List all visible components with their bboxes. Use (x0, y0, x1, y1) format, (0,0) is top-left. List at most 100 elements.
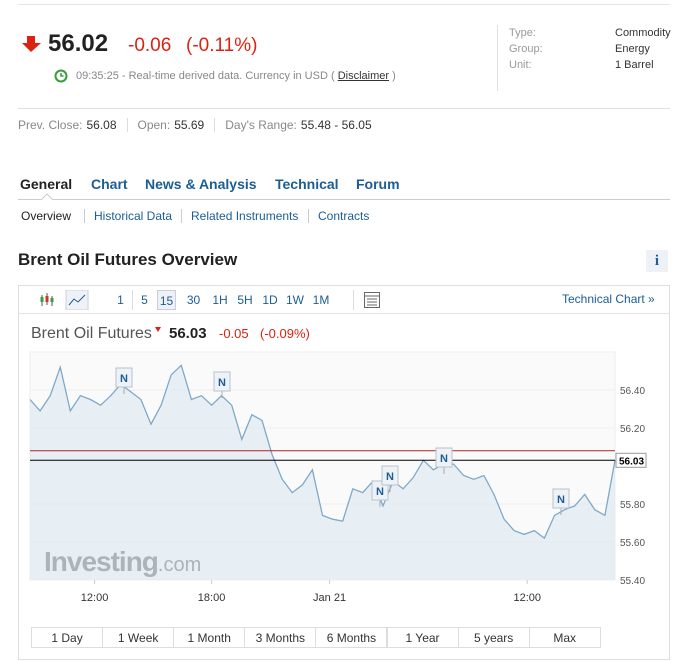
last-price-box (615, 452, 647, 468)
tab[interactable]: News & Analysis (145, 176, 257, 192)
last-price-label: 56.03 (619, 456, 644, 467)
range-button[interactable]: 1 Day (31, 627, 104, 648)
subtab-separator (308, 209, 309, 223)
y-tick-label: 55.40 (620, 576, 645, 587)
subtab-separator (84, 209, 85, 223)
range-button[interactable]: 3 Months (244, 627, 317, 648)
top-rule (18, 4, 670, 5)
range-button[interactable]: 1 Year (386, 627, 459, 648)
price-line (29, 364, 616, 540)
x-tick-label: 12:00 (81, 592, 109, 604)
subtab[interactable]: Overview (21, 209, 72, 223)
section-title: Brent Oil Futures Overview (18, 250, 238, 269)
news-marker-label: N (120, 373, 128, 385)
x-tick-label: Jan 21 (313, 592, 346, 604)
area-fill (30, 365, 615, 580)
realtime-note: 09:35:25 - Real-time derived data. Curre… (76, 70, 396, 82)
change-pct: (-0.11%) (186, 35, 258, 56)
stat: Open: 55.69 (126, 118, 205, 132)
chart-type-icons[interactable] (38, 290, 118, 310)
calendar-icon[interactable] (363, 291, 381, 309)
time: 09:35:25 (76, 70, 119, 82)
news-marker[interactable] (552, 488, 570, 509)
technical-link[interactable]: Technical Chart » (562, 292, 655, 306)
chart-title: Brent Oil Futures (31, 325, 152, 342)
chart-change: -0.05 (219, 326, 249, 341)
tab-pointer (41, 193, 53, 200)
interval[interactable]: 30 (186, 293, 201, 307)
range-button[interactable]: 1 Week (102, 627, 175, 648)
interval[interactable]: 1M (312, 293, 330, 307)
clock-icon (54, 69, 68, 83)
chart-last: 56.03 (169, 325, 207, 342)
range-button[interactable]: 5 years (457, 627, 530, 648)
y-tick-label: 55.80 (620, 500, 645, 511)
change: -0.06 (128, 35, 172, 56)
toolbar-rule (18, 313, 670, 314)
interval[interactable]: 5 (141, 293, 148, 307)
info-value: Commodity (615, 27, 671, 39)
stat-label: Open: (137, 118, 171, 132)
tab[interactable]: Technical (275, 176, 339, 192)
divider (497, 25, 498, 91)
news-marker[interactable] (381, 465, 399, 486)
range-button[interactable]: Max (528, 627, 601, 648)
price: 56.02 (48, 30, 109, 57)
y-tick-label: 56.20 (620, 424, 645, 435)
info-value: Energy (615, 43, 650, 55)
toolbar-separator (132, 290, 133, 310)
tab-rule (18, 199, 670, 200)
note-end: ) (392, 70, 396, 82)
down-arrow (22, 36, 41, 52)
tab[interactable]: Chart (91, 176, 128, 192)
interval[interactable]: 5H (237, 293, 253, 307)
news-marker-label: N (218, 377, 226, 389)
stats-row: Prev. Close: 56.08 Open: 55.69 Day's Range: 5… (18, 118, 382, 132)
subtab[interactable]: Historical Data (94, 209, 173, 223)
news-marker[interactable] (115, 367, 133, 388)
note: - Real-time derived data. Currency in US… (121, 70, 335, 82)
news-marker[interactable] (213, 371, 231, 392)
interval[interactable]: 1D (262, 293, 278, 307)
info-icon[interactable]: i (646, 250, 668, 272)
range-button[interactable]: 1 Month (173, 627, 246, 648)
news-marker-label: N (440, 453, 448, 465)
subtab-separator (181, 209, 182, 223)
chart-frame (18, 285, 670, 660)
stat: Day's Range: 55.48 - 56.05 (214, 118, 372, 132)
y-tick-label: 55.60 (620, 538, 645, 549)
stat: Prev. Close: 56.08 (18, 118, 117, 132)
info-label: Unit: (509, 59, 532, 71)
down-marker (155, 327, 161, 332)
chart-change-pct: (-0.09%) (260, 326, 310, 341)
x-tick-label: 18:00 (198, 592, 226, 604)
x-tick-label: 12:00 (513, 592, 541, 604)
toolbar-separator (353, 290, 354, 310)
tab[interactable]: General (20, 176, 73, 192)
news-marker-label: N (557, 494, 565, 506)
news-marker[interactable] (435, 447, 453, 468)
interval[interactable]: 1W (286, 293, 304, 307)
subtab[interactable]: Related Instruments (191, 209, 299, 223)
stat-value: 55.48 - 56.05 (300, 118, 372, 132)
interval[interactable]: 1H (212, 293, 228, 307)
rule (18, 108, 670, 109)
stat-value: 55.69 (174, 118, 205, 132)
interval[interactable]: 1 (117, 293, 124, 307)
range-button[interactable]: 6 Months (315, 627, 388, 648)
info-label: Type: (509, 27, 536, 39)
disclaimer-link[interactable]: Disclaimer (337, 70, 390, 82)
info-label: Group: (509, 43, 543, 55)
news-marker-label: N (386, 471, 394, 483)
stat-value: 56.08 (86, 118, 117, 132)
info-value: 1 Barrel (615, 59, 654, 71)
news-marker[interactable] (371, 480, 389, 501)
subtab[interactable]: Contracts (318, 209, 370, 223)
tab[interactable]: Forum (356, 176, 400, 192)
news-marker-label: N (376, 486, 384, 498)
y-tick-label: 56.40 (620, 386, 645, 397)
interval[interactable]: 15 (157, 290, 176, 310)
stat-label: Day's Range: (225, 118, 297, 132)
